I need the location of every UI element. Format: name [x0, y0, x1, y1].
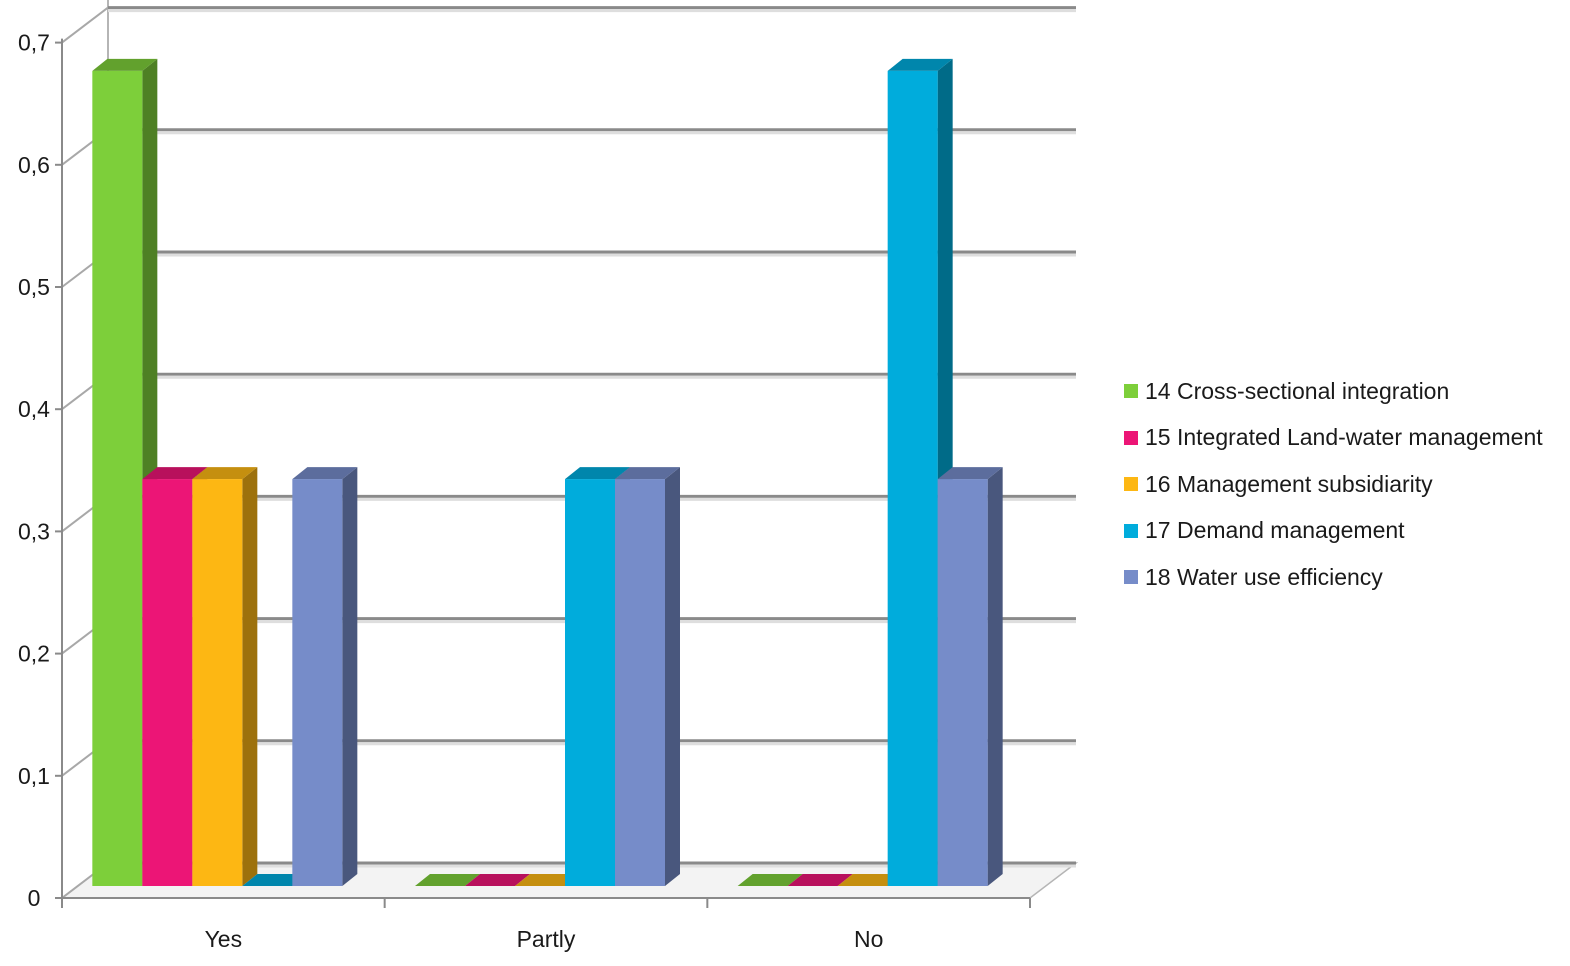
bar-top-face [465, 874, 530, 886]
bar [615, 467, 680, 886]
y-tick-label: 0,3 [18, 518, 50, 544]
legend-item: 17 Demand management [1124, 508, 1543, 555]
bar-front-face [292, 479, 343, 886]
bar [92, 58, 158, 886]
bar-front-face [192, 479, 243, 886]
legend-item: 18 Water use efficiency [1124, 554, 1543, 601]
bar-top-face [142, 467, 208, 480]
bar-top-face [192, 467, 258, 480]
bar-top-face [887, 58, 953, 71]
bar [515, 874, 580, 886]
legend-label: 15 Integrated Land-water management [1145, 424, 1543, 451]
y-tick-label: 0 [28, 885, 41, 911]
legend: 14 Cross-sectional integration 15 Integra… [1124, 368, 1543, 601]
bar [887, 58, 953, 886]
legend-swatch [1124, 430, 1138, 445]
bar-front-face [142, 479, 193, 886]
bar-front-face [565, 479, 615, 886]
bar-top-face [615, 467, 680, 480]
bar [787, 874, 853, 886]
bar-top-face [515, 874, 580, 886]
bar-front-face [937, 479, 988, 886]
legend-label: 14 Cross-sectional integration [1145, 377, 1450, 404]
bar-front-face [887, 70, 938, 886]
bar-side-face [665, 467, 680, 886]
legend-swatch [1124, 384, 1138, 399]
bar [465, 874, 530, 886]
legend-label: 18 Water use efficiency [1145, 563, 1383, 590]
legend-item: 14 Cross-sectional integration [1124, 368, 1543, 415]
bar-side-face [242, 467, 258, 886]
bar-top-face [242, 874, 308, 886]
legend-label: 16 Management subsidiarity [1145, 470, 1433, 497]
bar-side-face [342, 467, 358, 886]
bar-top-face [787, 874, 853, 886]
bar-top-face [737, 874, 803, 886]
bar [837, 874, 903, 886]
side-wall-gridline [61, 6, 109, 44]
legend-item: 15 Integrated Land-water management [1124, 415, 1543, 462]
bar-front-face [615, 479, 665, 886]
legend-label: 17 Demand management [1145, 517, 1405, 544]
bar-top-face [292, 467, 358, 480]
bar-side-face [987, 467, 1003, 886]
bar-top-face [415, 874, 480, 886]
bar-front-face [92, 70, 143, 886]
x-tick-label: Yes [205, 926, 243, 952]
bar [192, 467, 258, 886]
x-tick-label: No [854, 926, 883, 952]
legend-swatch [1124, 477, 1138, 492]
x-tick-label: Partly [517, 926, 576, 952]
bar-top-face [565, 467, 630, 480]
bar-top-face [92, 58, 158, 71]
y-tick-label: 0,5 [18, 274, 50, 300]
bar [292, 467, 358, 886]
y-tick-label: 0,2 [18, 641, 50, 667]
legend-item: 16 Management subsidiarity [1124, 461, 1543, 508]
bar [737, 874, 803, 886]
bar [937, 467, 1003, 886]
y-tick-label: 0,7 [18, 30, 50, 56]
bar-top-face [837, 874, 903, 886]
legend-swatch [1124, 570, 1138, 585]
y-tick-label: 0,4 [18, 396, 50, 422]
bar [242, 874, 308, 886]
y-tick-label: 0,6 [18, 152, 50, 178]
legend-swatch [1124, 523, 1138, 538]
y-tick-label: 0,1 [18, 763, 50, 789]
bar [415, 874, 480, 886]
bar-top-face [937, 467, 1003, 480]
